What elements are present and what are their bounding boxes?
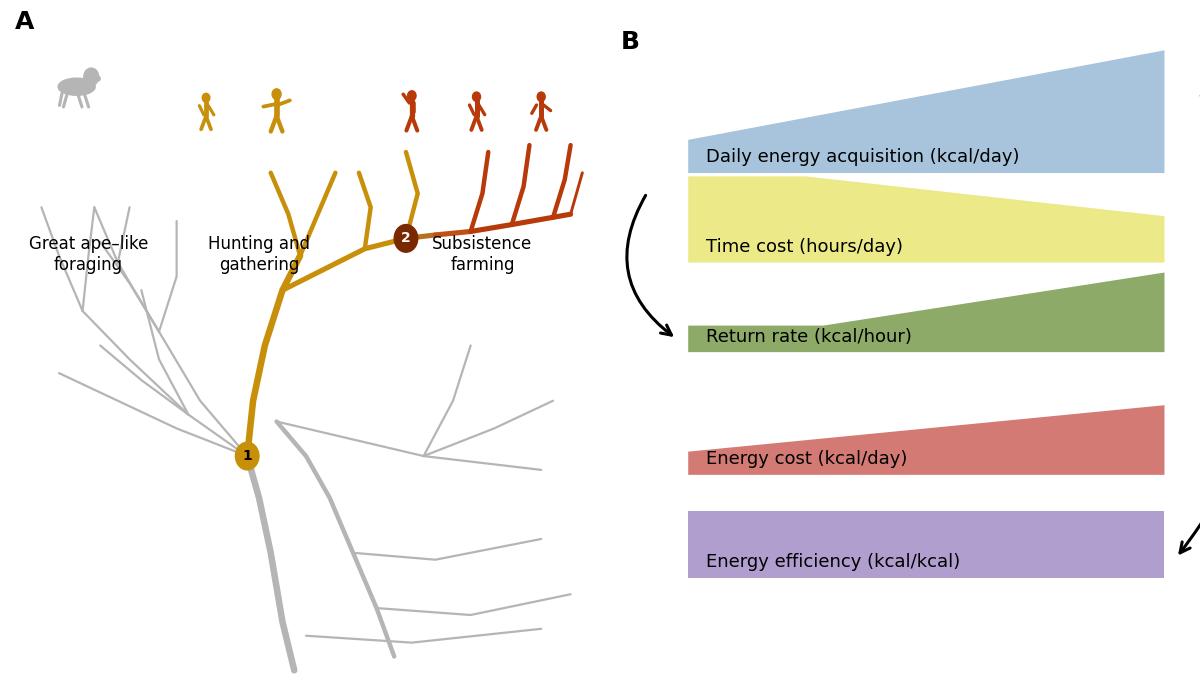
Text: Energy cost (kcal/day): Energy cost (kcal/day) [706,451,907,468]
Circle shape [235,442,259,470]
Circle shape [272,89,281,100]
Polygon shape [689,50,1164,173]
Circle shape [395,225,418,252]
Ellipse shape [95,76,101,81]
Text: 2: 2 [401,231,410,245]
Polygon shape [689,272,1164,352]
Text: Time cost (hours/day): Time cost (hours/day) [706,238,902,256]
Circle shape [84,68,98,86]
Circle shape [203,93,210,102]
Text: Subsistence
farming: Subsistence farming [432,235,533,274]
Text: A: A [14,10,35,35]
Polygon shape [689,176,1164,263]
Text: B: B [620,30,640,55]
Circle shape [408,91,416,101]
Circle shape [538,92,545,102]
Ellipse shape [58,78,95,95]
Text: 1: 1 [242,449,252,463]
Text: Daily energy acquisition (kcal/day): Daily energy acquisition (kcal/day) [706,149,1019,167]
Circle shape [473,92,480,102]
Text: Great ape–like
foraging: Great ape–like foraging [29,235,148,274]
Polygon shape [689,511,1164,578]
Text: Return rate (kcal/hour): Return rate (kcal/hour) [706,328,912,346]
Polygon shape [689,405,1164,475]
Text: Energy efficiency (kcal/kcal): Energy efficiency (kcal/kcal) [706,553,960,571]
Text: Hunting and
gathering: Hunting and gathering [208,235,310,274]
